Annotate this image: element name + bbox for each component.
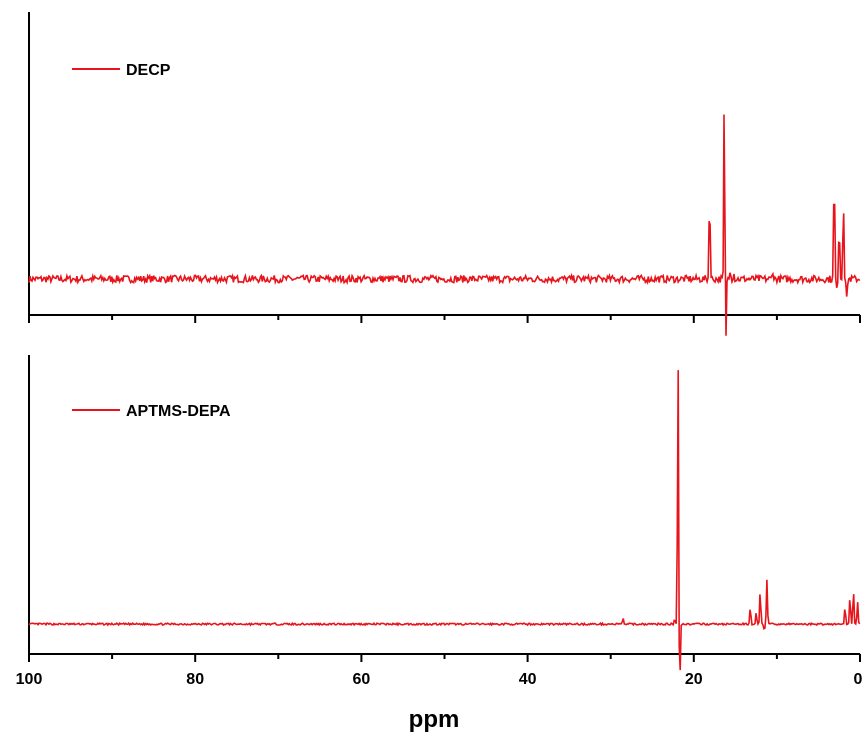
x-tick-label: 0 bbox=[854, 671, 863, 688]
legend-aptms-depa: APTMS-DEPA bbox=[72, 403, 231, 420]
x-tick-label: 80 bbox=[186, 671, 204, 688]
panel-decp: DECP bbox=[28, 12, 861, 336]
legend-decp: DECP bbox=[72, 62, 171, 79]
x-tick-labels: 100 80 60 40 20 0 bbox=[16, 671, 863, 688]
legend-label-decp: DECP bbox=[126, 62, 171, 79]
x-ticks-top bbox=[28, 315, 861, 323]
x-tick-label: 60 bbox=[353, 671, 371, 688]
legend-label-aptms-depa: APTMS-DEPA bbox=[126, 403, 231, 420]
x-tick-label: 40 bbox=[519, 671, 537, 688]
panel-aptms-depa: APTMS-DEPA bbox=[28, 355, 861, 671]
x-tick-label: 20 bbox=[685, 671, 703, 688]
x-axis-label: ppm bbox=[409, 706, 460, 733]
x-ticks-bottom bbox=[28, 654, 861, 662]
series-line-decp bbox=[28, 114, 861, 336]
x-tick-label: 100 bbox=[16, 671, 43, 688]
series-line-aptms-depa bbox=[28, 370, 861, 671]
